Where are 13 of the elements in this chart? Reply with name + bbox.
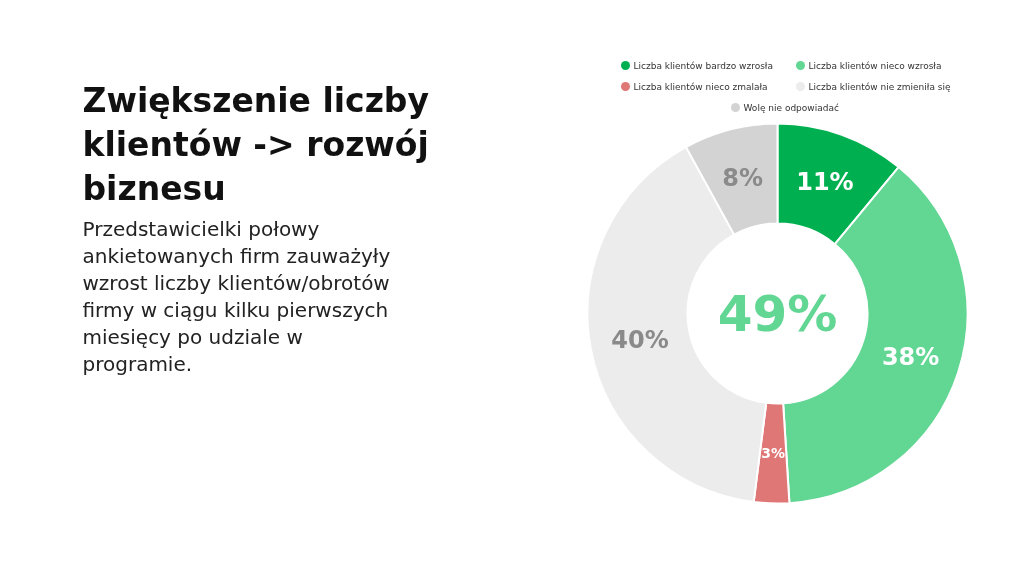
text: 49% — [717, 284, 838, 343]
data-label: 40% — [611, 325, 669, 354]
text: Zwiększenie liczby klientów -> rozwój biznesu — [82, 81, 429, 208]
legend-label: Liczba klientów nieco zmalała — [633, 81, 768, 92]
legend-label: Liczba klientów nieco wzrosła — [808, 60, 942, 71]
data-label: 3% — [761, 445, 785, 462]
data-label: 8% — [722, 163, 764, 192]
legend-label: Wolę nie odpowiadać — [743, 102, 839, 113]
data-label: 38% — [881, 342, 940, 371]
legend-label: Liczba klientów nie zmieniła się — [808, 81, 951, 92]
data-label: 11% — [796, 167, 854, 196]
legend-label: Liczba klientów bardzo wzrosła — [633, 60, 773, 71]
text: Przedstawicielki połowy ankietowanych firm zauważyły wzrost liczby klientów/obrotów firmy w ciągu kilku pierwszych miesięcy po udziale w programie. — [82, 216, 391, 376]
